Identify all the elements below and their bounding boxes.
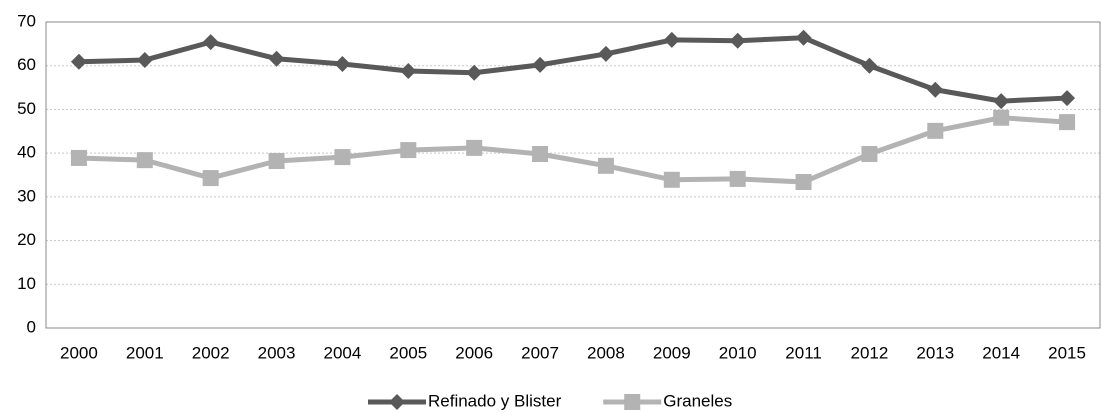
x-tick-label: 2013 [916,343,954,362]
point [334,55,351,72]
point [795,173,812,190]
point [532,146,549,163]
point [597,157,614,174]
y-tick-label: 10 [17,274,36,293]
point [927,81,944,98]
point [466,139,483,156]
x-tick-label: 2012 [851,343,889,362]
x-tick-label: 2004 [324,343,362,362]
point [136,52,153,69]
point [268,50,285,67]
point [993,109,1010,126]
x-tick-label: 2010 [719,343,757,362]
series-line [78,115,1068,185]
point [466,64,483,81]
point [136,152,153,169]
point [795,29,812,46]
point [400,62,417,79]
point [729,32,746,49]
point [663,171,680,188]
x-tick-label: 2001 [126,343,164,362]
x-tick-label: 2011 [785,343,822,362]
point [70,149,87,166]
x-tick-label: 2014 [982,343,1020,362]
point [597,45,614,62]
point [334,149,351,166]
plot-frame [45,21,1101,329]
point [1059,114,1076,131]
y-tick-label: 40 [17,143,36,162]
series-line [78,35,1068,104]
x-tick-label: 2003 [258,343,296,362]
point [729,170,746,187]
x-tick-label: 2007 [521,343,559,362]
x-tick-label: 2008 [587,343,625,362]
point [532,56,549,73]
point [400,142,417,159]
point [70,53,87,70]
point [268,153,285,170]
x-tick-label: 2005 [389,343,427,362]
x-tick-label: 2015 [1048,343,1086,362]
point [1059,90,1076,107]
point [927,122,944,139]
y-tick-label: 30 [17,186,36,205]
point [202,170,219,187]
x-tick-label: 2002 [192,343,230,362]
y-tick-label: 50 [17,99,36,118]
y-tick-label: 70 [17,11,36,30]
x-tick-label: 2000 [60,343,98,362]
y-tick-label: 0 [27,317,36,336]
point [993,93,1010,110]
legend-marker [389,394,405,410]
point [202,34,219,51]
y-tick-label: 20 [17,230,36,249]
y-tick-label: 60 [17,55,36,74]
point [861,146,878,163]
legend-marker [624,394,641,410]
x-tick-label: 2006 [455,343,493,362]
legend-label: Refinado y Blister [428,391,562,410]
x-tick-label: 2009 [653,343,691,362]
point [861,57,878,74]
point [663,31,680,48]
legend-label: Graneles [663,391,732,410]
